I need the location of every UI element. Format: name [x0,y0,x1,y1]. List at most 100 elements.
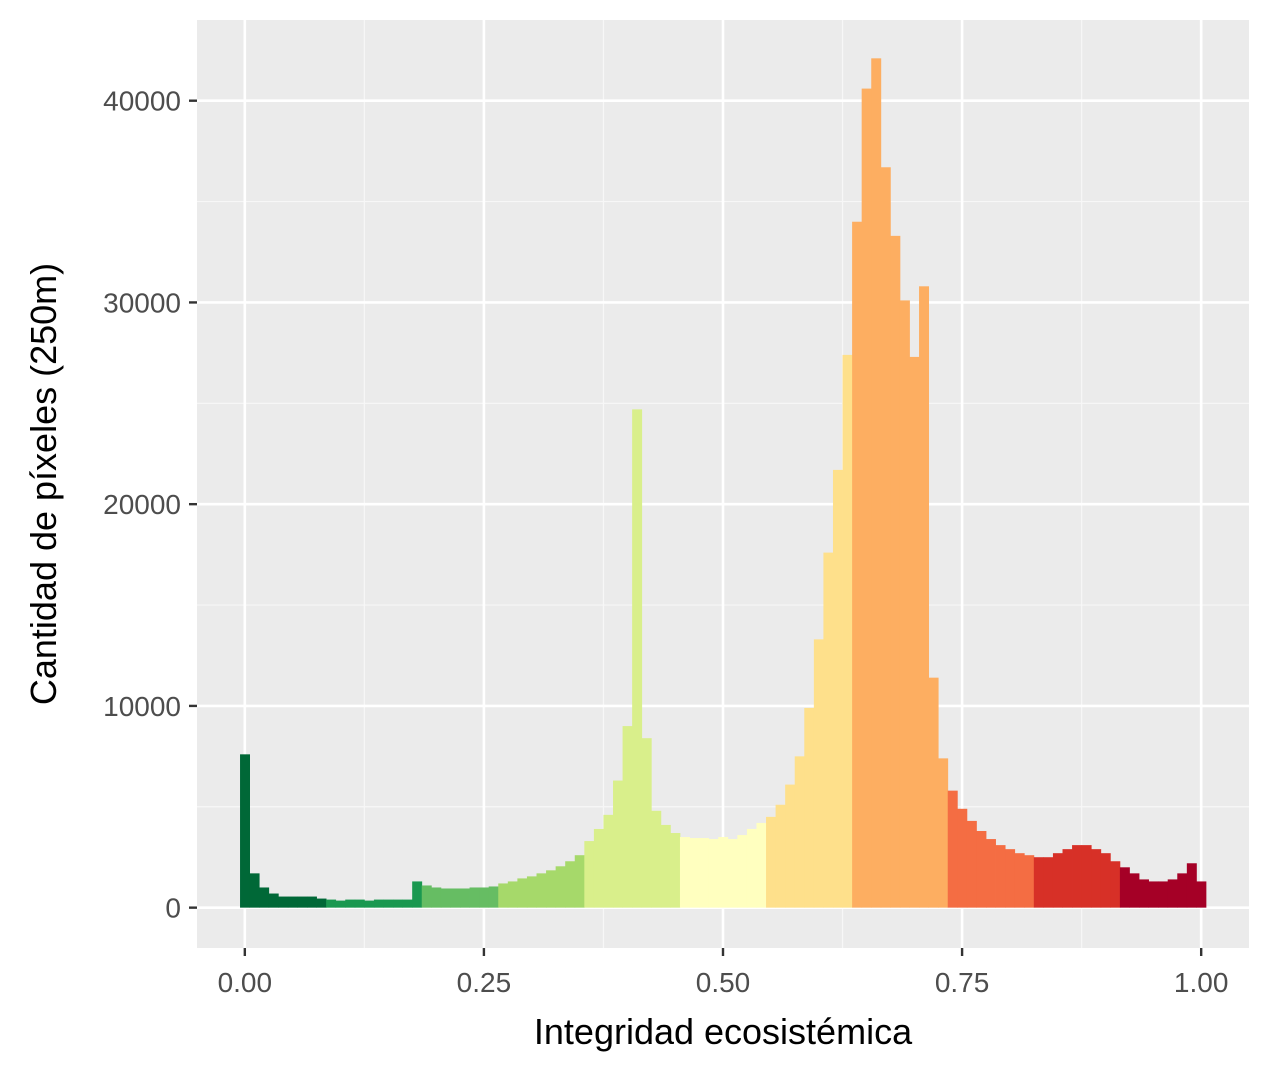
histogram-bar [526,876,537,908]
histogram-bar [1186,863,1197,908]
histogram-bar [995,845,1006,908]
histogram-bar [622,726,633,908]
histogram-bar [919,286,930,908]
histogram-bar [632,409,643,908]
x-tick-label: 0.75 [935,967,990,998]
histogram-bar [1158,881,1169,908]
histogram-bar [976,830,987,908]
histogram-bars [240,58,1207,908]
histogram-bar [1033,857,1044,908]
histogram-bar [804,707,815,908]
histogram-bar [574,855,585,908]
histogram-bar [737,835,748,908]
y-axis-title: Cantidad de píxeles (250m) [23,263,64,705]
histogram-bar [1072,845,1083,908]
y-tick-label: 30000 [103,287,181,318]
histogram-bar [699,838,710,908]
histogram-bar [431,887,442,908]
histogram-bar [1119,867,1130,908]
histogram-bar [1100,853,1111,908]
histogram-bar [364,900,375,908]
histogram-bar [823,552,834,908]
histogram-bar [766,816,776,908]
histogram-bar [813,639,824,908]
histogram-bar [1139,879,1149,908]
histogram-bar [306,896,317,908]
histogram-bar [383,899,394,908]
histogram-bar [1177,873,1188,908]
x-tick-label: 0.50 [696,967,751,998]
histogram-bar [756,822,767,908]
histogram-bar [651,810,662,908]
histogram-bar [421,885,432,908]
y-tick-label: 0 [165,893,181,924]
histogram-bar [1110,861,1121,908]
x-tick-label: 0.25 [457,967,512,998]
histogram-bar [938,758,949,908]
histogram-bar [507,881,518,908]
histogram-bar [775,804,786,908]
histogram-bar [479,887,490,908]
histogram-bar [890,235,901,908]
histogram-bar [1043,857,1054,908]
histogram-bar [909,356,920,908]
histogram-bar [240,754,250,908]
histogram-bar [517,878,528,908]
histogram-bar [259,887,270,908]
histogram-bar [1167,879,1178,908]
y-tick-labels: 0 10000 20000 30000 40000 [103,86,181,924]
y-tick-label: 40000 [103,86,181,117]
histogram-bar [1091,849,1102,908]
histogram-bar [679,837,690,908]
histogram-bar [536,873,547,908]
histogram-bar [842,354,853,908]
histogram-bar [603,814,614,908]
histogram-bar [1081,845,1092,908]
histogram-bar [546,870,557,908]
histogram-bar [345,899,356,908]
histogram-bar [966,820,977,908]
histogram-bar [871,58,882,908]
x-axis-title: Integridad ecosistémica [534,1011,913,1052]
histogram-bar [469,887,480,908]
histogram-bar [785,784,796,908]
histogram-bar [412,881,423,908]
histogram-bar [986,839,996,908]
histogram-bar [460,888,470,908]
histogram-bar [1129,873,1140,908]
histogram-bar [957,808,968,908]
histogram-bar [593,828,604,908]
histogram-bar [641,738,652,908]
histogram-bar [794,756,805,908]
histogram-bar [1024,855,1035,908]
histogram-bar [278,896,289,908]
histogram-bar [708,839,719,908]
histogram-bar [861,88,872,908]
histogram-bar [402,899,413,908]
histogram-bar [899,300,910,908]
x-tick-labels: 0.00 0.25 0.50 0.75 1.00 [218,967,1229,998]
histogram-bar [335,900,346,908]
x-tick-label: 1.00 [1174,967,1229,998]
histogram-bar [1014,853,1025,908]
histogram-bar [354,899,365,908]
histogram-bar [440,888,451,908]
histogram-bar [1148,881,1159,908]
histogram-bar [947,790,958,908]
histogram-bar [1005,849,1016,908]
histogram-bar [450,888,461,908]
histogram-bar [316,898,327,908]
y-tick-label: 10000 [103,691,181,722]
histogram-bar [584,841,595,908]
histogram-bar [832,469,843,908]
axis-ticks [189,99,1203,956]
histogram-bar [488,886,499,908]
histogram-bar [852,221,863,908]
histogram-bar [393,899,404,908]
histogram-bar [613,780,623,908]
histogram-bar [746,828,757,908]
histogram-bar [326,899,337,908]
histogram-bar [1062,849,1073,908]
